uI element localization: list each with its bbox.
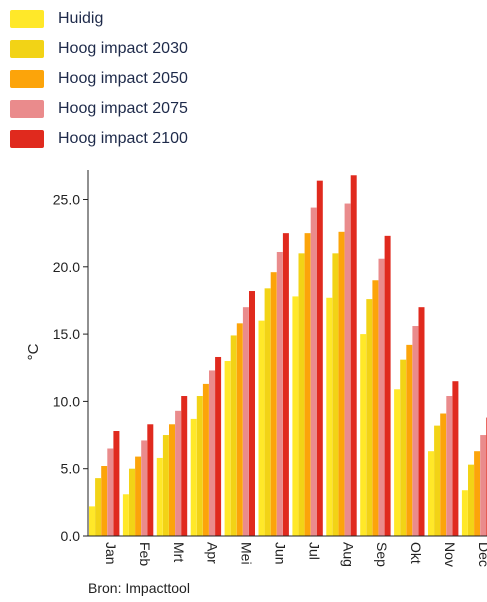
x-tick-label: Okt bbox=[408, 542, 424, 564]
y-tick-label: 5.0 bbox=[61, 461, 81, 477]
bar bbox=[440, 413, 447, 536]
legend-label: Hoog impact 2050 bbox=[58, 70, 188, 87]
legend-swatch bbox=[10, 70, 44, 88]
bar bbox=[406, 344, 413, 536]
bar bbox=[202, 383, 209, 536]
bar bbox=[350, 175, 357, 536]
bar bbox=[156, 457, 163, 536]
legend-item: Hoog impact 2100 bbox=[10, 124, 188, 154]
bar bbox=[264, 288, 271, 536]
legend-item: Huidig bbox=[10, 4, 188, 34]
bar bbox=[282, 233, 289, 536]
x-tick-label: Feb bbox=[137, 542, 153, 566]
bar bbox=[434, 425, 441, 536]
bar bbox=[360, 334, 367, 536]
y-tick-label: 25.0 bbox=[53, 192, 80, 208]
bar bbox=[446, 396, 453, 536]
bar bbox=[292, 296, 299, 536]
bar bbox=[270, 272, 277, 536]
bar bbox=[196, 396, 203, 536]
x-tick-label: Dec bbox=[476, 542, 487, 567]
bar bbox=[428, 451, 434, 536]
bar bbox=[129, 468, 135, 536]
legend-item: Hoog impact 2030 bbox=[10, 34, 188, 64]
bar bbox=[141, 440, 148, 536]
legend-swatch bbox=[10, 130, 44, 148]
legend-swatch bbox=[10, 100, 44, 118]
bar bbox=[310, 207, 317, 537]
bar bbox=[258, 320, 265, 536]
bar bbox=[338, 231, 345, 536]
x-tick-label: Apr bbox=[205, 542, 221, 564]
y-tick-label: 10.0 bbox=[53, 393, 80, 409]
legend-label: Hoog impact 2030 bbox=[58, 40, 188, 57]
x-tick-label: Mei bbox=[239, 542, 255, 565]
bar bbox=[224, 361, 231, 536]
bar bbox=[394, 389, 401, 536]
legend-item: Hoog impact 2050 bbox=[10, 64, 188, 94]
bar bbox=[162, 435, 169, 536]
legend-label: Hoog impact 2075 bbox=[58, 100, 188, 117]
x-tick-label: Nov bbox=[442, 542, 458, 567]
bar bbox=[249, 291, 255, 536]
bar bbox=[107, 448, 114, 536]
bar bbox=[113, 431, 120, 536]
bar bbox=[400, 359, 407, 536]
x-tick-label: Jun bbox=[272, 542, 288, 565]
source-note: Bron: Impacttool bbox=[88, 580, 190, 596]
bar bbox=[135, 456, 142, 536]
x-tick-label: Sep bbox=[374, 542, 390, 567]
bar bbox=[412, 326, 419, 536]
bar bbox=[316, 180, 323, 536]
bar bbox=[122, 494, 129, 536]
bar bbox=[181, 396, 188, 536]
bar bbox=[95, 478, 102, 536]
bar bbox=[378, 258, 385, 536]
legend-label: Huidig bbox=[58, 10, 104, 27]
bar bbox=[304, 233, 311, 536]
bar bbox=[101, 466, 108, 536]
bar bbox=[384, 235, 391, 537]
bar bbox=[230, 335, 237, 536]
bar bbox=[175, 410, 182, 536]
chart-legend: Huidig Hoog impact 2030 Hoog impact 2050 Ho… bbox=[10, 4, 188, 154]
x-tick-label: Jul bbox=[306, 542, 322, 560]
bar bbox=[190, 418, 197, 536]
legend-swatch bbox=[10, 10, 44, 28]
legend-label: Hoog impact 2100 bbox=[58, 130, 188, 147]
bar bbox=[366, 299, 373, 536]
x-tick-label: Jan bbox=[103, 542, 119, 565]
bar bbox=[298, 253, 305, 536]
bar bbox=[242, 307, 249, 536]
bar bbox=[461, 490, 468, 536]
bar bbox=[169, 424, 175, 536]
bar bbox=[209, 370, 215, 536]
x-tick-label: Aug bbox=[340, 542, 356, 567]
bar bbox=[276, 251, 283, 536]
bar bbox=[89, 506, 95, 536]
y-tick-label: 20.0 bbox=[53, 259, 80, 275]
bar bbox=[468, 464, 474, 536]
bar bbox=[147, 424, 154, 536]
y-tick-label: 0.0 bbox=[61, 528, 81, 544]
bar bbox=[215, 356, 222, 536]
y-axis-label: °C bbox=[25, 343, 42, 360]
legend-item: Hoog impact 2075 bbox=[10, 94, 188, 124]
x-tick-label: Mrt bbox=[171, 542, 187, 562]
bar bbox=[474, 451, 481, 536]
y-tick-label: 15.0 bbox=[53, 326, 80, 342]
bar bbox=[344, 203, 351, 536]
bar bbox=[236, 323, 243, 536]
bar bbox=[332, 253, 339, 536]
bar bbox=[452, 381, 459, 536]
bar bbox=[326, 297, 333, 536]
bar bbox=[480, 435, 487, 536]
legend-swatch bbox=[10, 40, 44, 58]
bar bbox=[418, 307, 425, 536]
bar bbox=[372, 280, 379, 536]
